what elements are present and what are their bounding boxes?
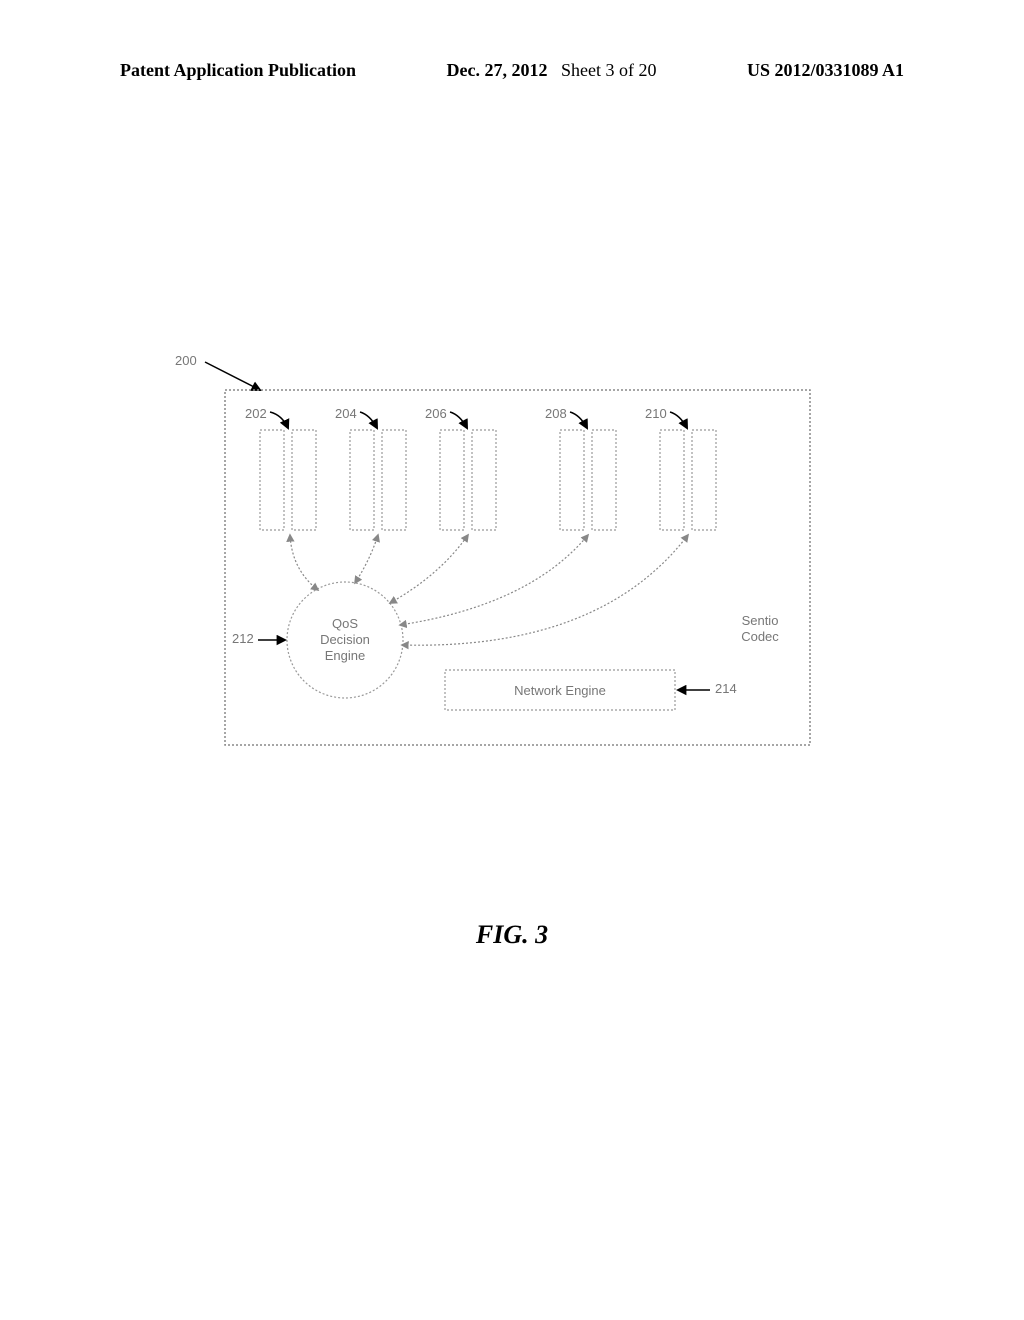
ref-210: 210 <box>645 406 667 421</box>
figure-caption: FIG. 3 <box>0 920 1024 950</box>
bar-210-b <box>692 430 716 530</box>
edge-206 <box>390 535 468 603</box>
header-left: Patent Application Publication <box>120 60 356 81</box>
header-date: Dec. 27, 2012 <box>447 60 548 80</box>
ref-200-arrow <box>205 362 260 390</box>
network-engine-label: Network Engine <box>514 683 606 698</box>
bar-204-a <box>350 430 374 530</box>
ref-212: 212 <box>232 631 254 646</box>
ref-210-arrow <box>670 412 687 428</box>
ref-208: 208 <box>545 406 567 421</box>
bar-204-b <box>382 430 406 530</box>
qos-line2: Decision <box>320 632 370 647</box>
header-mid: Dec. 27, 2012 Sheet 3 of 20 <box>447 60 657 81</box>
edge-204 <box>355 535 378 583</box>
bar-206-b <box>472 430 496 530</box>
ref-200-label: 200 <box>175 353 197 368</box>
bar-210-a <box>660 430 684 530</box>
bar-202-b <box>292 430 316 530</box>
edge-210 <box>402 535 688 645</box>
bar-202-a <box>260 430 284 530</box>
ref-204-arrow <box>360 412 377 428</box>
figure-3-diagram: 200 202 204 206 208 210 QoS D <box>170 350 870 820</box>
bar-208-a <box>560 430 584 530</box>
header-sheet: Sheet 3 of 20 <box>561 60 656 80</box>
ref-214: 214 <box>715 681 737 696</box>
page-header: Patent Application Publication Dec. 27, … <box>0 60 1024 81</box>
bar-208-b <box>592 430 616 530</box>
ref-202-arrow <box>270 412 288 428</box>
edge-208 <box>400 535 588 625</box>
sentio-line2: Codec <box>741 629 779 644</box>
bar-206-a <box>440 430 464 530</box>
ref-206-arrow <box>450 412 467 428</box>
qos-line3: Engine <box>325 648 365 663</box>
header-right: US 2012/0331089 A1 <box>747 60 904 81</box>
edge-202 <box>290 535 318 590</box>
ref-206: 206 <box>425 406 447 421</box>
ref-202: 202 <box>245 406 267 421</box>
diagram-svg: 200 202 204 206 208 210 QoS D <box>170 350 870 820</box>
ref-208-arrow <box>570 412 587 428</box>
qos-line1: QoS <box>332 616 358 631</box>
sentio-line1: Sentio <box>742 613 779 628</box>
ref-204: 204 <box>335 406 357 421</box>
